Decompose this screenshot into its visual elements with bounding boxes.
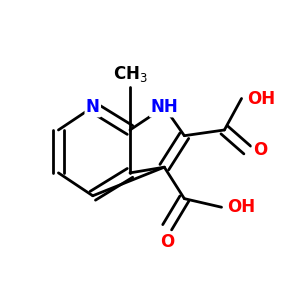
Text: NH: NH	[150, 98, 178, 116]
Text: N: N	[86, 98, 100, 116]
Text: OH: OH	[227, 198, 255, 216]
Text: OH: OH	[247, 89, 275, 107]
Text: O: O	[253, 141, 267, 159]
Text: CH$_3$: CH$_3$	[112, 64, 147, 84]
Text: O: O	[160, 233, 174, 251]
